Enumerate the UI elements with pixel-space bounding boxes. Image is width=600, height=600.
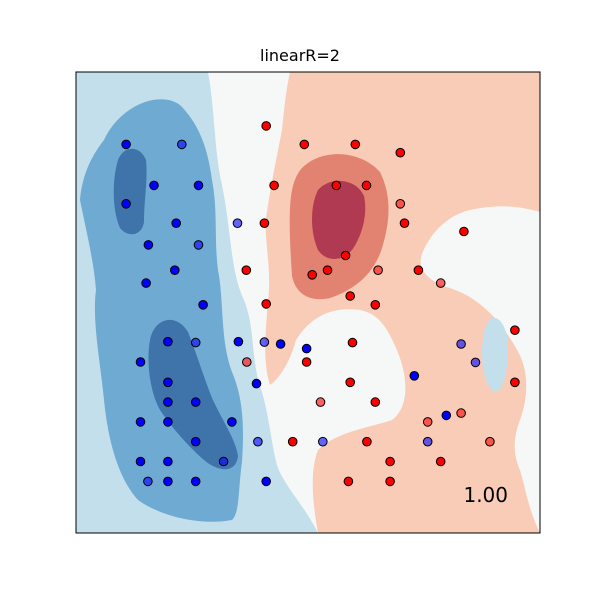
- point-class1-train-6: [361, 180, 372, 191]
- point-class1-test-3: [422, 417, 433, 427]
- point-class0-train-27: [409, 371, 420, 381]
- point-class1-train-5: [331, 180, 342, 191]
- point-class0-train-13: [163, 377, 173, 388]
- contour-blue-level-3a: [113, 148, 147, 235]
- point-class1-train-19: [347, 337, 358, 348]
- point-class0-test-4: [190, 337, 201, 348]
- point-class0-test-0: [177, 139, 187, 150]
- point-class0-train-12: [135, 357, 146, 367]
- point-class1-train-26: [343, 476, 354, 487]
- point-class0-train-8: [198, 300, 208, 310]
- point-class0-test-7: [253, 436, 263, 447]
- contour-blue-level-3b: [148, 319, 238, 470]
- point-class1-test-0: [395, 199, 406, 209]
- contour-blue-island: [482, 317, 508, 392]
- chart-title: linearR=2: [260, 46, 340, 65]
- point-class1-train-13: [241, 265, 252, 276]
- point-class1-train-16: [370, 300, 381, 310]
- point-class1-train-29: [287, 436, 298, 447]
- point-class1-test-5: [242, 357, 252, 367]
- point-class0-train-11: [275, 339, 286, 349]
- point-class1-train-27: [385, 476, 395, 487]
- contour-red-level-3: [312, 180, 366, 259]
- point-class0-test-8: [470, 357, 481, 368]
- point-class1-train-9: [322, 265, 333, 276]
- point-class0-train-14: [251, 378, 262, 389]
- point-class0-train-5: [143, 240, 154, 250]
- point-class0-train-1: [149, 180, 159, 191]
- point-class1-train-21: [345, 377, 356, 388]
- point-class1-train-10: [340, 250, 351, 261]
- point-class0-train-15: [163, 397, 173, 407]
- point-class0-train-6: [170, 265, 180, 276]
- point-class1-train-1: [299, 139, 310, 150]
- point-class1-test-7: [485, 436, 495, 447]
- point-class1-test-1: [373, 265, 383, 276]
- data-points: [121, 121, 520, 487]
- point-class1-train-15: [345, 291, 356, 301]
- point-class0-test-3: [193, 240, 204, 250]
- point-class0-test-9: [318, 436, 328, 447]
- point-class0-train-4: [171, 218, 181, 228]
- point-class1-train-18: [510, 325, 520, 336]
- point-class0-train-22: [163, 456, 173, 467]
- point-class0-train-18: [163, 417, 173, 427]
- point-class1-train-0: [261, 121, 272, 131]
- point-class0-train-2: [193, 180, 204, 191]
- plot-frame: [75, 71, 541, 534]
- point-class1-train-24: [362, 436, 372, 447]
- point-class0-train-26: [301, 343, 312, 354]
- point-class1-train-2: [350, 139, 361, 150]
- point-class1-train-23: [510, 377, 520, 388]
- point-class0-train-7: [141, 278, 151, 288]
- point-class1-train-7: [399, 218, 410, 228]
- point-class0-train-21: [135, 456, 146, 467]
- point-class1-train-14: [261, 299, 272, 309]
- point-class1-test-6: [456, 408, 466, 418]
- point-class1-train-22: [370, 397, 381, 407]
- point-class1-train-8: [259, 218, 270, 228]
- point-class0-train-0: [121, 139, 131, 150]
- point-class1-train-28: [435, 456, 446, 467]
- point-class0-test-1: [232, 218, 243, 228]
- decision-surface: [76, 72, 540, 533]
- point-class0-train-25: [261, 476, 272, 487]
- point-class1-train-12: [413, 265, 424, 276]
- point-class0-train-10: [233, 336, 244, 347]
- point-class0-test-5: [218, 456, 229, 467]
- point-class0-train-16: [190, 397, 201, 407]
- score-text: 1.00: [463, 483, 508, 507]
- point-class0-test-10: [422, 436, 433, 447]
- point-class0-test-11: [259, 337, 270, 347]
- point-class0-test-2: [143, 476, 153, 487]
- point-class1-train-20: [301, 357, 312, 367]
- point-class1-train-11: [307, 270, 318, 280]
- point-class1-train-3: [395, 147, 406, 158]
- point-class1-test-4: [315, 397, 326, 407]
- point-class0-train-19: [227, 417, 237, 427]
- point-class0-train-3: [121, 199, 131, 209]
- point-class0-train-17: [135, 417, 146, 427]
- point-class0-train-28: [441, 410, 452, 421]
- point-class0-train-23: [190, 476, 201, 487]
- point-class1-train-4: [269, 180, 279, 191]
- point-class0-train-20: [190, 436, 201, 447]
- point-class0-test-6: [456, 339, 466, 349]
- point-class1-train-25: [385, 456, 395, 467]
- point-class1-train-17: [459, 226, 469, 237]
- point-class0-train-24: [163, 476, 173, 487]
- point-class1-test-2: [435, 278, 446, 288]
- point-class0-train-9: [163, 336, 173, 347]
